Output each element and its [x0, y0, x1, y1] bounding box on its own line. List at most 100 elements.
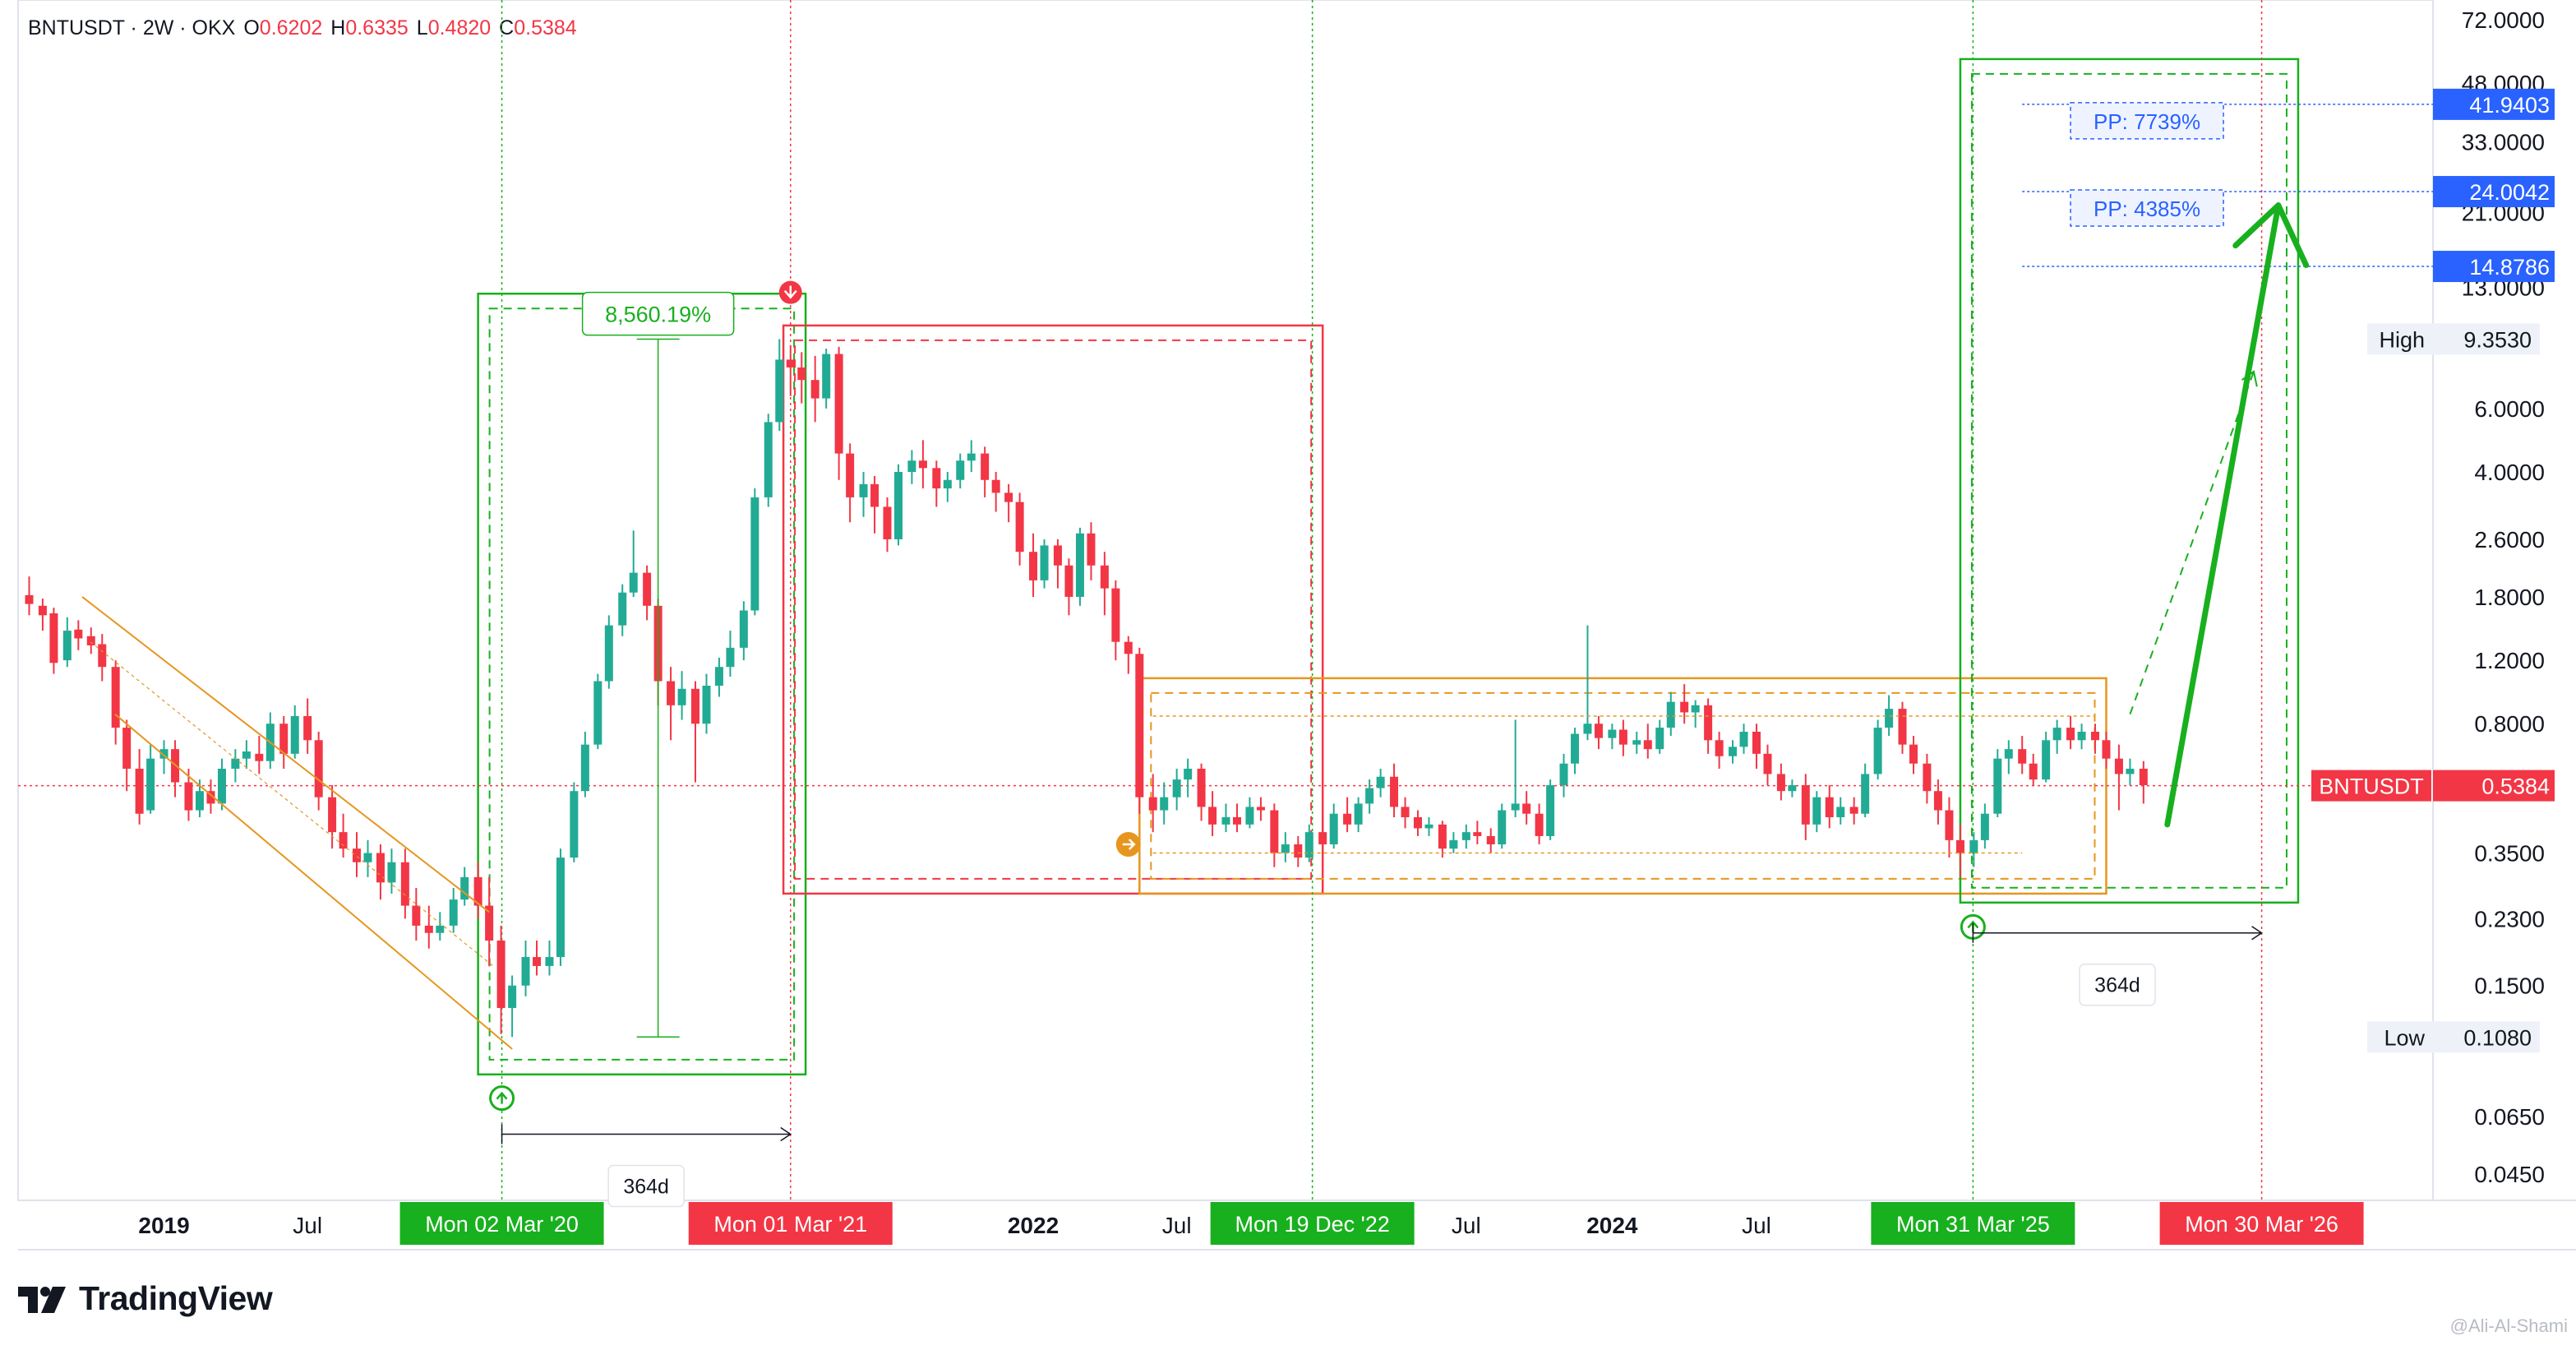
open-value: 0.6202: [259, 16, 323, 39]
candle-body: [1788, 785, 1797, 792]
channel-mid: [90, 641, 494, 967]
candle-body: [1945, 810, 1954, 840]
candle-body: [956, 460, 965, 480]
candle-body: [290, 715, 299, 754]
candle-body: [363, 853, 372, 862]
candle-body: [1923, 763, 1932, 792]
candle-body: [967, 453, 976, 461]
candle-body: [533, 957, 542, 966]
price-tick: 0.3500: [2474, 841, 2545, 867]
candle-body: [1849, 807, 1858, 814]
up-arrow-glyph: [496, 1091, 508, 1104]
candle-body: [1776, 774, 1785, 792]
candle-body: [2139, 768, 2148, 786]
target-badge: [2070, 189, 2224, 227]
span-arrowhead: [780, 1126, 792, 1142]
candle-body: [1812, 797, 1821, 825]
candle-body: [1208, 807, 1217, 825]
span-arrowhead: [2251, 926, 2263, 941]
candle-body: [521, 957, 530, 986]
candle-body: [1015, 502, 1024, 552]
candle-body: [1160, 797, 1169, 811]
candle-body: [643, 572, 652, 606]
candle-body: [1449, 839, 1458, 849]
candle-body: [1825, 797, 1834, 817]
low-badge: [2367, 1021, 2540, 1053]
candle-body: [1546, 785, 1555, 836]
date-badge: [1871, 1202, 2075, 1245]
time-tick: Jul: [1162, 1213, 1192, 1238]
candle-body: [376, 853, 385, 883]
close-label: C: [499, 16, 515, 39]
high-label: H: [330, 16, 346, 39]
date-badge: [399, 1202, 604, 1245]
candle-body: [1666, 701, 1675, 728]
candle-body: [303, 715, 312, 741]
candle-body: [1861, 774, 1870, 814]
span-label: 364d: [2094, 974, 2140, 997]
candle-body: [195, 791, 204, 811]
candle-body: [1197, 768, 1206, 807]
candle-body: [473, 876, 482, 906]
candle-body: [1836, 807, 1845, 817]
candle-body: [146, 758, 155, 811]
candle-body: [111, 667, 120, 728]
candle-body: [1801, 785, 1810, 825]
candle-body: [1763, 753, 1772, 774]
span-badge: [607, 1164, 685, 1208]
time-tick: Jul: [293, 1213, 322, 1238]
price-tick: 33.0000: [2462, 129, 2545, 155]
high-value: 9.3530: [2463, 327, 2532, 352]
candle-body: [1075, 533, 1084, 597]
candle-body: [714, 667, 723, 687]
time-tick: Jul: [1742, 1213, 1771, 1238]
gain-label: 8,560.19%: [605, 303, 711, 327]
date-lines-layer: [501, 0, 2263, 1200]
candle-body: [834, 354, 843, 454]
zone-inner-red_box: [794, 339, 1313, 880]
candle-body: [1691, 705, 1700, 713]
candle-body: [1053, 545, 1062, 566]
candle-body: [1522, 803, 1531, 814]
candle-body: [1461, 832, 1470, 840]
target-label: PP: 7739%: [2094, 109, 2200, 134]
time-tick: 2022: [1008, 1213, 1059, 1238]
close-value: 0.5384: [514, 16, 577, 39]
candle-body: [2052, 728, 2061, 741]
candle-body: [1739, 731, 1748, 747]
candle-body: [159, 749, 169, 759]
candle-body: [206, 791, 215, 804]
candle-body: [545, 957, 554, 966]
candle-body: [593, 681, 602, 745]
candle-body: [1594, 724, 1603, 738]
target-price-value: 14.8786: [2469, 255, 2550, 280]
candle-body: [1486, 835, 1495, 844]
candle-body: [1064, 565, 1073, 597]
tradingview-brand[interactable]: TradingView: [18, 1279, 273, 1318]
price-axis: 72.000048.000033.000021.000013.00006.000…: [2311, 7, 2555, 1187]
price-tick: 0.2300: [2474, 906, 2545, 932]
candle-body: [2042, 740, 2051, 780]
candle-body: [1933, 791, 1942, 811]
target-price-value: 24.0042: [2469, 180, 2550, 205]
candle-body: [460, 876, 469, 900]
span-label: 364d: [623, 1176, 669, 1199]
candle-body: [2090, 731, 2099, 741]
candle-body: [1618, 729, 1627, 745]
candle-body: [1221, 816, 1230, 825]
time-tick: Jul: [1452, 1213, 1481, 1238]
candle-body: [739, 610, 748, 648]
candle-body: [1632, 740, 1641, 745]
date-badge-label: Mon 01 Mar '21: [713, 1212, 867, 1237]
down-arrow-glyph: [783, 285, 797, 299]
candle-body: [1980, 813, 1989, 840]
price-tick: 6.0000: [2474, 396, 2545, 422]
candle-body: [943, 479, 952, 489]
right-arrow-glyph: [1122, 839, 1136, 850]
candle-body: [217, 768, 226, 804]
candle-body: [314, 740, 323, 798]
projection-arrowhead: [2232, 202, 2310, 269]
candle-body: [1608, 729, 1617, 738]
date-badge-label: Mon 02 Mar '20: [425, 1212, 579, 1237]
